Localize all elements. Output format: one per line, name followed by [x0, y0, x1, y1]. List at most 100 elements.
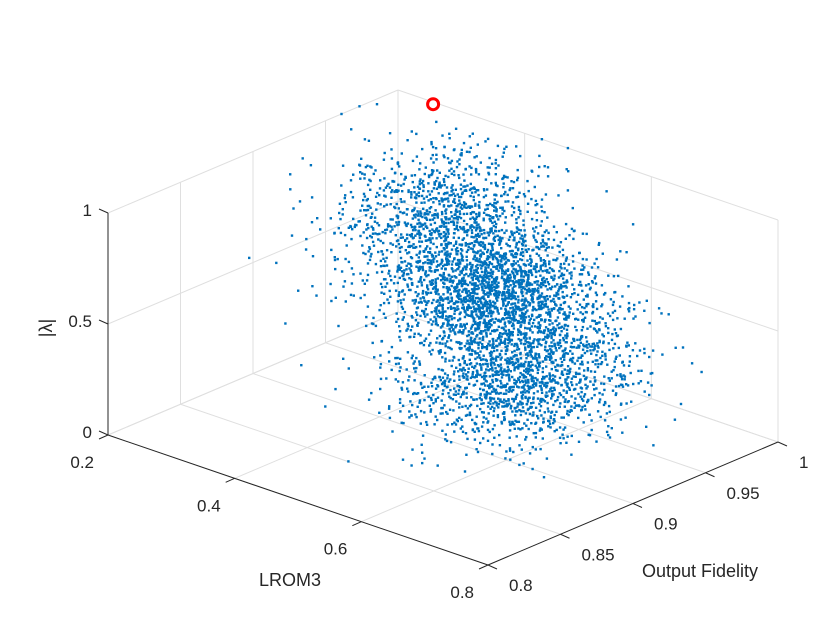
scatter-point — [435, 179, 438, 183]
scatter-point — [480, 402, 483, 405]
scatter-point — [483, 318, 486, 321]
scatter-point — [536, 283, 539, 286]
scatter-point — [479, 301, 483, 304]
scatter-point — [625, 402, 628, 405]
scatter-point — [497, 325, 500, 328]
scatter-point — [499, 363, 502, 366]
scatter-point — [444, 360, 447, 363]
scatter-point — [561, 295, 564, 298]
scatter-point — [496, 306, 499, 310]
scatter-point — [523, 375, 526, 378]
scatter-point — [480, 382, 483, 386]
scatter-point — [385, 203, 388, 206]
scatter-point — [443, 239, 446, 243]
scatter-point — [532, 301, 535, 304]
scatter-point — [580, 354, 583, 357]
scatter-point — [498, 236, 501, 239]
scatter-point — [522, 241, 525, 244]
scatter-point — [559, 326, 562, 329]
scatter-point — [513, 275, 516, 279]
scatter-point — [566, 315, 569, 318]
scatter-point — [400, 152, 403, 155]
scatter-point — [572, 388, 576, 391]
scatter-point — [445, 318, 449, 321]
scatter-point — [428, 350, 431, 353]
scatter-point — [414, 298, 417, 302]
scatter-point — [460, 342, 463, 345]
scatter-point — [483, 271, 486, 274]
scatter-point — [501, 370, 504, 373]
scatter-point — [484, 286, 487, 289]
scatter-point — [627, 344, 630, 347]
scatter-point — [359, 272, 362, 275]
scatter-point — [444, 267, 447, 271]
scatter-point — [560, 360, 564, 364]
scatter-point — [417, 260, 420, 263]
scatter-point — [440, 218, 443, 221]
scatter-point — [539, 447, 542, 451]
scatter-point — [455, 217, 458, 220]
scatter-point — [582, 318, 585, 321]
scatter-point — [427, 333, 431, 336]
scatter-point — [535, 308, 538, 312]
scatter-point — [428, 251, 432, 254]
scatter-point — [441, 356, 444, 359]
scatter-point — [395, 320, 398, 323]
scatter-point — [543, 320, 546, 323]
y-tick-label: 0.85 — [582, 545, 615, 564]
scatter-point — [441, 429, 444, 432]
scatter-point — [519, 281, 522, 284]
scatter-point — [505, 297, 509, 300]
scatter-point — [598, 398, 602, 401]
scatter-point — [582, 298, 585, 301]
scatter-point — [516, 345, 519, 348]
scatter-point — [558, 426, 562, 429]
scatter-point — [548, 344, 551, 348]
scatter-point — [582, 268, 585, 271]
scatter-point — [584, 284, 588, 287]
scatter-point — [454, 210, 457, 213]
scatter-point — [571, 356, 575, 360]
scatter-point — [444, 438, 447, 441]
scatter-point — [542, 377, 546, 380]
scatter-point — [397, 293, 400, 296]
scatter-point — [479, 227, 482, 230]
scatter-point — [472, 291, 476, 294]
scatter-point — [506, 193, 509, 197]
scatter-point — [436, 396, 440, 399]
scatter-point — [418, 267, 421, 271]
scatter-point — [431, 287, 435, 290]
scatter-point — [439, 279, 443, 282]
scatter-point — [558, 322, 561, 325]
scatter-point — [431, 171, 434, 174]
scatter-point — [459, 187, 463, 191]
scatter-point — [459, 323, 462, 326]
scatter-point — [369, 206, 372, 209]
scatter-point — [553, 375, 557, 378]
scatter-point — [534, 203, 537, 207]
scatter-point — [511, 334, 514, 337]
scatter-point — [484, 269, 487, 272]
scatter-point — [584, 295, 588, 298]
scatter-point — [545, 457, 549, 460]
scatter-point — [363, 293, 366, 297]
scatter-point — [380, 291, 383, 294]
scatter-point — [503, 321, 507, 324]
z-tick-mark — [98, 319, 109, 325]
scatter-point — [464, 327, 467, 330]
scatter-point — [511, 254, 514, 257]
scatter-point — [546, 394, 549, 397]
scatter-point — [509, 317, 513, 320]
scatter-point — [603, 388, 606, 392]
scatter-point — [474, 191, 477, 194]
scatter-point — [549, 357, 552, 360]
scatter-point — [548, 373, 551, 377]
scatter-point — [447, 286, 450, 289]
scatter-point — [526, 279, 529, 282]
scatter-point — [495, 256, 498, 260]
scatter-point — [418, 182, 421, 186]
scatter-point — [579, 311, 582, 314]
scatter-point — [583, 266, 586, 269]
scatter-point — [453, 228, 456, 231]
scatter-point — [521, 248, 524, 251]
